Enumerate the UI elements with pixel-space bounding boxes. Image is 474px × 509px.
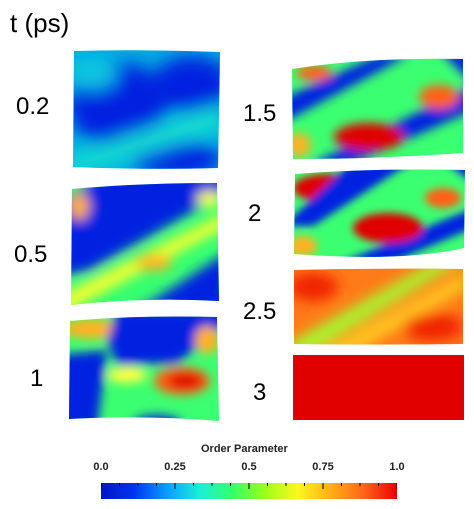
snapshot-t-0-2 (73, 50, 220, 169)
time-label-1: 1 (30, 365, 44, 392)
colorbar-tick-1: 1.0 (389, 461, 405, 473)
snapshot-t-1-5 (292, 58, 463, 159)
colorbar-tick-0-25: 0.25 (164, 461, 186, 473)
snapshot-t-1 (69, 316, 219, 421)
time-label-0-5: 0.5 (14, 241, 48, 268)
time-label-2: 2 (248, 200, 262, 227)
snapshot-t-2-5 (294, 268, 463, 345)
snapshot-t-0-5 (71, 183, 219, 305)
time-label-1-5: 1.5 (243, 100, 277, 127)
time-label-3: 3 (253, 379, 267, 406)
time-label-2-5: 2.5 (243, 298, 277, 325)
colorbar (101, 483, 397, 499)
colorbar-tick-0-75: 0.75 (312, 461, 334, 473)
colorbar-title: Order Parameter (201, 443, 288, 455)
snapshot-t-2 (294, 169, 465, 257)
time-label-0-2: 0.2 (16, 93, 50, 120)
colorbar-tick-0-5: 0.5 (241, 461, 257, 473)
time-axis-title: t (ps) (10, 8, 70, 38)
colorbar-tick-0: 0.0 (93, 461, 109, 473)
snapshot-t-3 (293, 355, 464, 420)
